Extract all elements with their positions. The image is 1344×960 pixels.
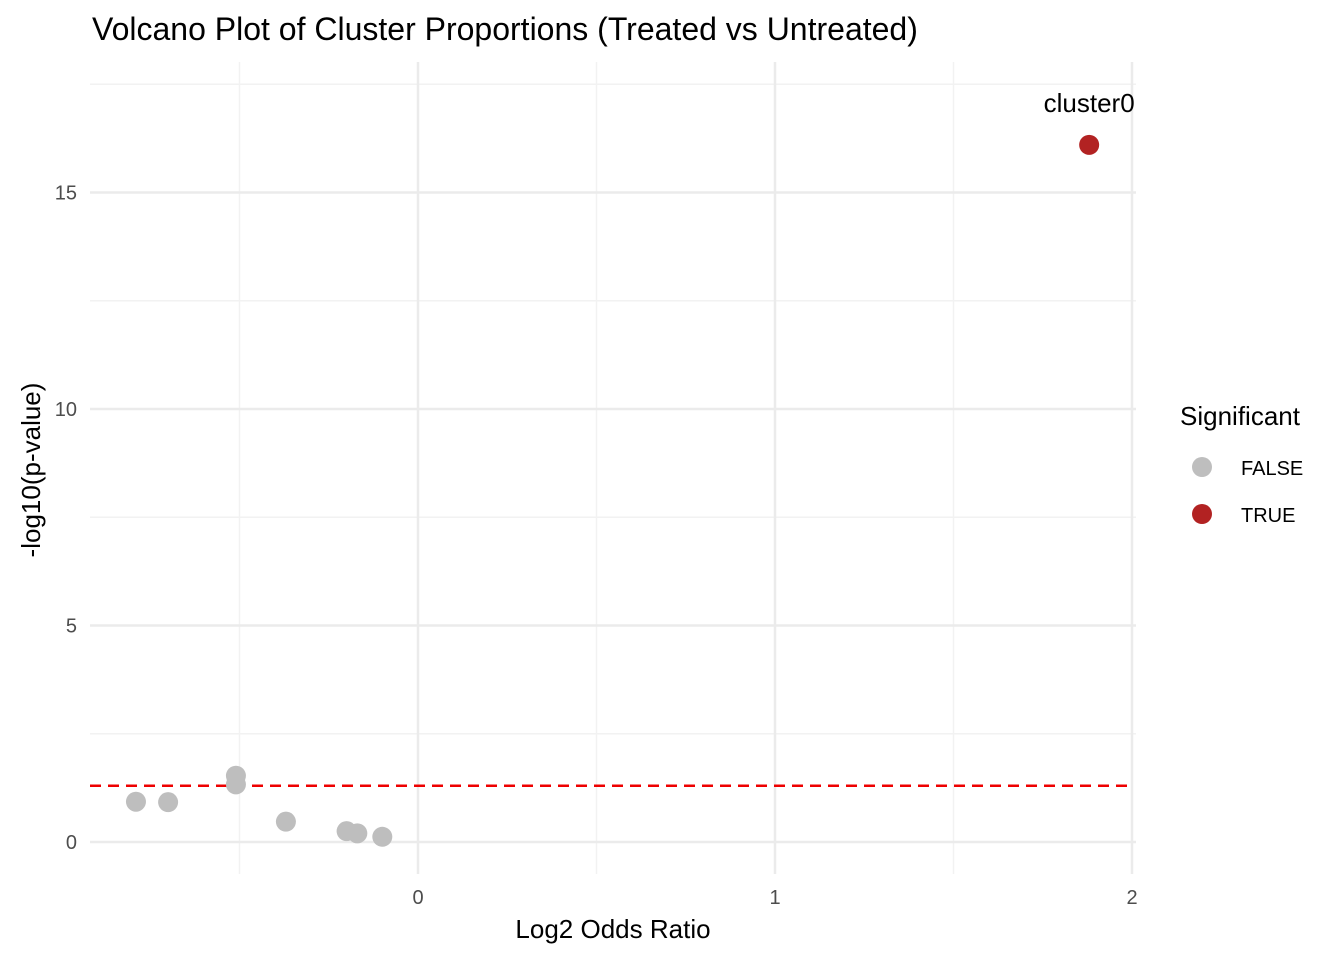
chart-title: Volcano Plot of Cluster Proportions (Tre…: [92, 11, 918, 47]
x-tick-label: 1: [769, 887, 780, 909]
legend-label-true: TRUE: [1241, 505, 1295, 527]
points-layer: cluster0: [125, 88, 1135, 847]
x-axis-title: Log2 Odds Ratio: [515, 914, 710, 944]
legend-title: Significant: [1180, 401, 1301, 431]
legend: Significant FALSE TRUE: [1180, 401, 1303, 527]
y-tick-label: 5: [66, 616, 77, 638]
data-point: [372, 826, 393, 847]
y-tick-label: 10: [55, 399, 77, 421]
y-tick-label: 15: [55, 183, 77, 205]
y-axis-title: -log10(p-value): [16, 383, 46, 558]
y-tick-label: 0: [66, 832, 77, 854]
data-point: [275, 811, 296, 832]
data-point: [125, 791, 146, 812]
point-label: cluster0: [1044, 88, 1135, 118]
x-tick-label: 2: [1126, 887, 1137, 909]
legend-key-false: [1192, 457, 1212, 477]
legend-label-false: FALSE: [1241, 458, 1303, 480]
legend-key-true: [1192, 504, 1212, 524]
x-axis-ticks: 0 1 2: [412, 887, 1137, 909]
data-point: [1079, 134, 1100, 155]
x-tick-label: 0: [412, 887, 423, 909]
data-point: [225, 774, 246, 795]
y-axis-ticks: 0 5 10 15: [55, 183, 77, 855]
data-point: [158, 792, 179, 813]
grid: [90, 62, 1136, 874]
data-point: [347, 823, 368, 844]
